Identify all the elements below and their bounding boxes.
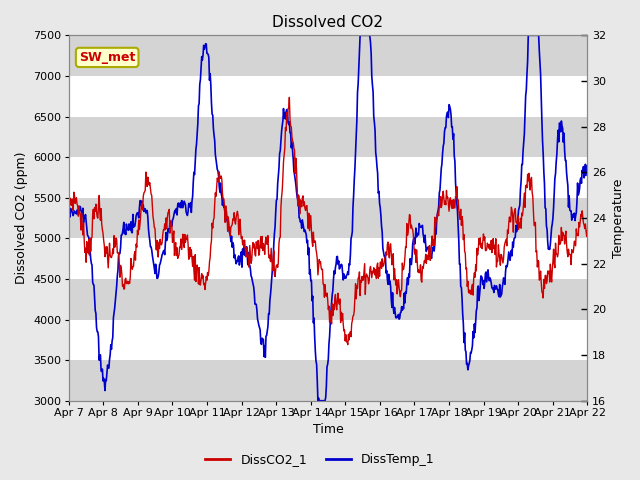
Legend: DissCO2_1, DissTemp_1: DissCO2_1, DissTemp_1: [200, 448, 440, 471]
Title: Dissolved CO2: Dissolved CO2: [273, 15, 383, 30]
Bar: [68, 76, 588, 117]
Bar: [68, 320, 588, 360]
Bar: [68, 117, 588, 157]
Y-axis label: Temperature: Temperature: [612, 179, 625, 258]
Text: SW_met: SW_met: [79, 51, 136, 64]
X-axis label: Time: Time: [312, 423, 343, 436]
Bar: [68, 279, 588, 320]
Y-axis label: Dissolved CO2 (ppm): Dissolved CO2 (ppm): [15, 152, 28, 284]
Bar: [68, 198, 588, 238]
Bar: [68, 360, 588, 401]
Bar: [68, 157, 588, 198]
Bar: [68, 238, 588, 279]
Bar: [68, 36, 588, 76]
